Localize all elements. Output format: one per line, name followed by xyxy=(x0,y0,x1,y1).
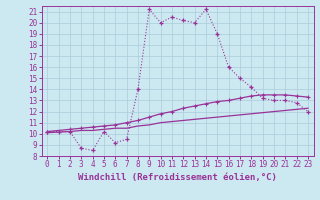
X-axis label: Windchill (Refroidissement éolien,°C): Windchill (Refroidissement éolien,°C) xyxy=(78,173,277,182)
